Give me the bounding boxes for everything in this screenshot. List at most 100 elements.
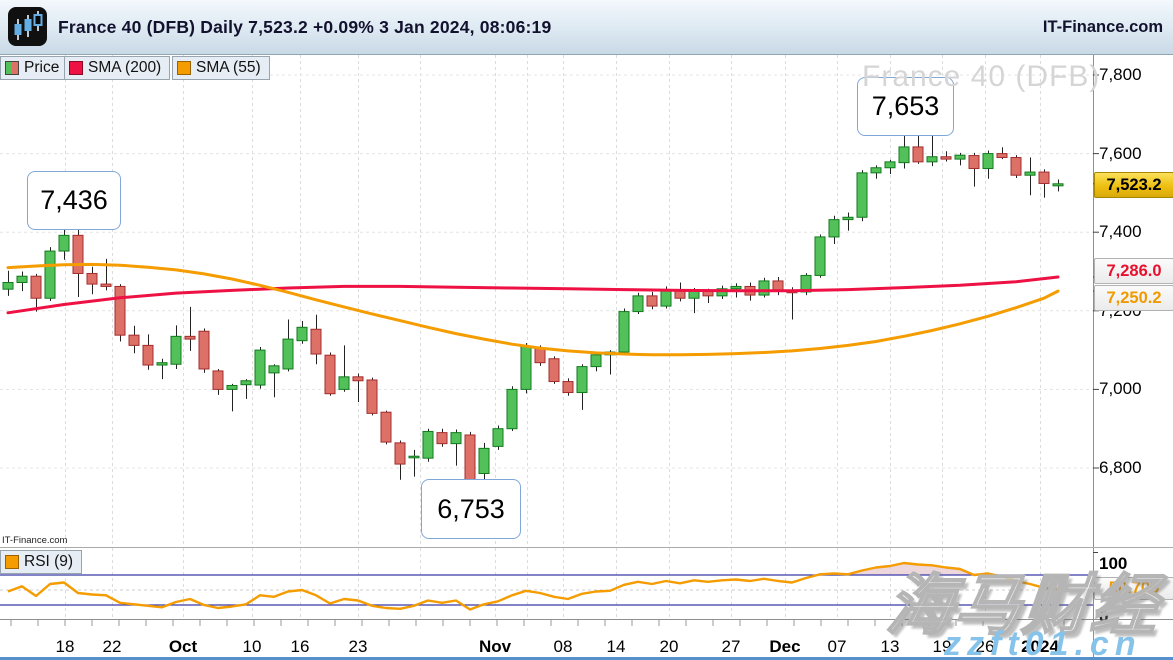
candle-body	[2, 282, 14, 290]
candle-body	[548, 358, 560, 383]
candle-body	[100, 283, 112, 287]
candle-body	[576, 366, 588, 394]
x-axis-label: Oct	[169, 637, 198, 656]
candle-body	[618, 311, 630, 353]
rsi-overbought-fill	[817, 563, 995, 575]
candle-body	[128, 334, 140, 346]
rsi-axis-label: 0	[1099, 607, 1109, 626]
sma200-line	[6, 275, 1060, 315]
candle-body	[240, 380, 252, 386]
candle-body	[856, 172, 868, 218]
candle-body	[520, 345, 532, 390]
callout-low-october: 6,753	[421, 479, 521, 539]
candle-body	[408, 455, 420, 459]
candle-body	[226, 384, 238, 390]
candle-body	[646, 295, 658, 307]
candle-body	[1038, 171, 1050, 184]
candle-body	[982, 153, 994, 170]
legend-rsi-chip[interactable]: RSI (9)	[0, 550, 83, 574]
candle-body	[870, 167, 882, 174]
candle-body	[716, 288, 728, 297]
candle-body	[212, 370, 224, 390]
x-axis-label: 27	[722, 637, 741, 656]
x-axis-label: 22	[103, 637, 122, 656]
panel-site-label: IT-Finance.com	[2, 535, 68, 546]
legend-price-chip[interactable]: Price	[0, 56, 69, 80]
candle-body	[156, 362, 168, 366]
candle-body	[632, 295, 644, 313]
candle-body	[996, 153, 1008, 159]
candle-body	[394, 442, 406, 465]
candle-body	[660, 289, 672, 307]
candle-body	[296, 326, 308, 342]
candle-body	[380, 411, 392, 443]
sma55-value-marker: 7,250.2	[1094, 285, 1173, 311]
candle-body	[86, 272, 98, 285]
candle-body	[688, 290, 700, 299]
candle-body	[338, 376, 350, 390]
price-axis-label: 6,800	[1099, 458, 1142, 477]
candlestick-logo-icon[interactable]	[8, 7, 47, 46]
candle-body	[758, 280, 770, 296]
window-bottom-bar	[0, 657, 1173, 660]
rsi-line	[7, 561, 1059, 611]
candle-body	[464, 434, 476, 486]
legend-rsi-label: RSI (9)	[24, 553, 74, 570]
x-axis-label: 18	[56, 637, 75, 656]
callout-high-september: 7,436	[27, 171, 121, 230]
candle-body	[590, 354, 602, 368]
sma200-value-marker: 7,286.0	[1094, 258, 1173, 284]
candle-body	[352, 376, 364, 382]
x-axis-label: 16	[291, 637, 310, 656]
x-axis-label: 23	[349, 637, 368, 656]
candle-body	[828, 219, 840, 238]
legend-price-label: Price	[24, 59, 60, 76]
candle-body	[898, 146, 910, 164]
price-axis-label: 7,000	[1099, 379, 1142, 399]
candle-body	[324, 354, 336, 395]
candle-body	[310, 328, 322, 355]
candle-body	[884, 161, 896, 169]
candle-body	[814, 236, 826, 276]
chart-watermark: France 40 (DFB)	[862, 60, 1101, 93]
rsi-swatch-icon	[5, 555, 19, 569]
candle-body	[436, 432, 448, 445]
cn-url-watermark: zzft01.cn	[944, 625, 1142, 660]
price-swatch-icon	[5, 61, 19, 75]
instrument-title: France 40 (DFB) Daily 7,523.2 +0.09% 3 J…	[58, 16, 552, 37]
legend-sma200-chip[interactable]: SMA (200)	[64, 56, 171, 80]
candle-body	[254, 349, 266, 386]
price-axis-label: 7,400	[1099, 222, 1142, 242]
candle-body	[534, 347, 546, 364]
candle-body	[58, 234, 70, 252]
legend-sma200-label: SMA (200)	[88, 59, 162, 76]
x-axis-label: Nov	[479, 637, 512, 656]
candle-body	[562, 381, 574, 394]
rsi-value-marker: 50.705	[1094, 577, 1173, 600]
rsi-axis-label: 100	[1099, 554, 1128, 573]
callout-high-december: 7,653	[857, 77, 954, 136]
x-axis-label: 08	[554, 637, 573, 656]
legend-sma55-chip[interactable]: SMA (55)	[172, 56, 270, 80]
price-axis-label: 7,800	[1099, 65, 1142, 84]
price-axis-label: 7,600	[1099, 143, 1142, 163]
x-axis-label: 10	[243, 637, 262, 656]
candle-body	[142, 344, 154, 366]
candle-body	[1024, 171, 1036, 176]
candle-body	[114, 285, 126, 336]
candle-body	[44, 250, 56, 299]
candle-body	[170, 335, 182, 365]
sma200-swatch-icon	[69, 61, 83, 75]
candle-body	[198, 330, 210, 370]
candle-body	[72, 234, 84, 274]
sma55-line	[6, 262, 1060, 357]
x-axis-label: Dec	[769, 637, 800, 656]
candle-body	[1052, 183, 1064, 187]
candle-body	[450, 432, 462, 445]
candle-body	[968, 155, 980, 170]
candle-body	[478, 447, 490, 475]
brand-link[interactable]: IT-Finance.com	[1042, 17, 1163, 36]
x-axis-label: 26	[976, 637, 995, 656]
candle-body	[912, 146, 924, 163]
